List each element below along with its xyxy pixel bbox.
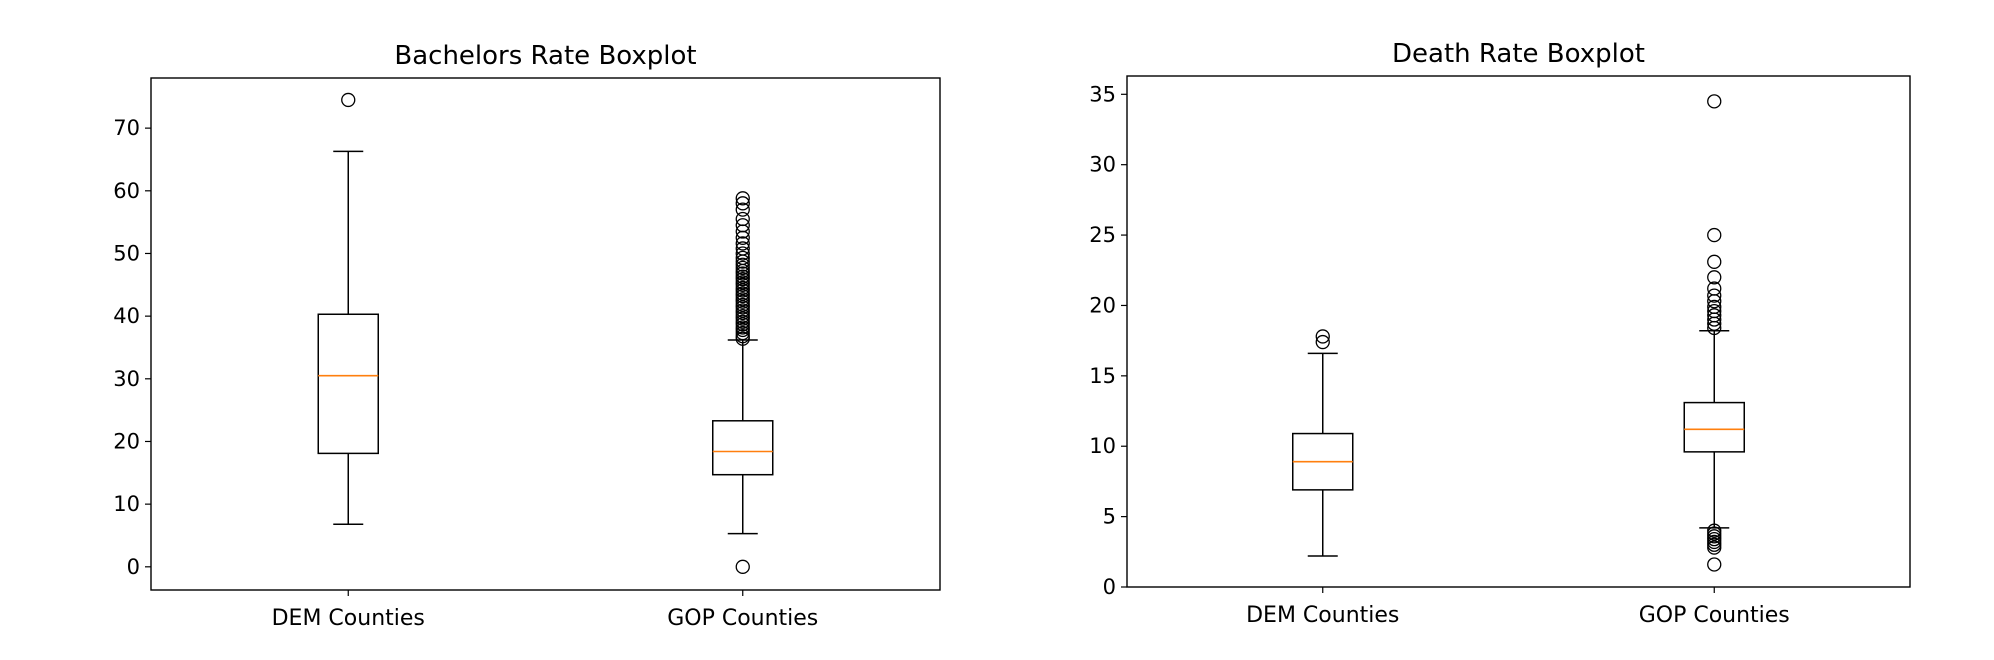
y-tick-label: 0 <box>127 555 140 579</box>
outlier-point <box>735 280 750 296</box>
y-tick-label: 0 <box>1103 575 1116 599</box>
outlier-point <box>735 211 750 227</box>
bachelors-rate-panel: Bachelors Rate Boxplot 0 10 20 30 40 50 60 70 DE… <box>113 41 941 631</box>
death-rate-panel: Death Rate Boxplot 0 5 10 15 20 25 30 35 DEM Cou… <box>1089 39 1911 628</box>
outlier-point <box>735 269 750 284</box>
outlier-point <box>1707 308 1722 323</box>
outlier-point <box>1707 288 1722 303</box>
outlier-point <box>735 260 750 276</box>
outlier-point <box>1707 294 1722 309</box>
outlier-point <box>735 241 750 256</box>
iqr-box <box>712 420 774 476</box>
chart-title: Death Rate Boxplot <box>1392 39 1645 69</box>
y-tick-label: 70 <box>113 116 140 140</box>
outlier-point <box>1707 227 1722 243</box>
outlier-point <box>735 275 750 290</box>
outlier-point <box>735 320 750 335</box>
outlier-point <box>1707 523 1722 538</box>
outlier-point <box>735 202 750 217</box>
axes-frame <box>150 77 941 591</box>
x-tick-label: GOP Counties <box>667 606 818 631</box>
outlier-point <box>735 218 750 233</box>
outlier-point <box>341 92 356 108</box>
box-group <box>1683 94 1745 572</box>
outlier-point <box>1315 334 1330 350</box>
y-tick-label: 35 <box>1089 82 1116 106</box>
y-tick-label: 25 <box>1089 223 1116 247</box>
outlier-point <box>735 314 750 329</box>
axes-frame <box>1126 75 1911 588</box>
box-group <box>1292 329 1354 557</box>
y-tick-label: 20 <box>1089 293 1116 317</box>
y-tick-label: 60 <box>113 179 140 203</box>
x-tick-label: GOP Counties <box>1639 603 1790 628</box>
outlier-point <box>735 325 750 341</box>
outlier-point <box>1707 254 1722 269</box>
outlier-point <box>735 292 750 307</box>
iqr-box <box>1683 401 1745 453</box>
y-tick-label: 40 <box>113 304 140 328</box>
chart-title: Bachelors Rate Boxplot <box>394 41 696 71</box>
outlier-point <box>735 297 750 313</box>
x-tick-label: DEM Counties <box>272 606 425 631</box>
outlier-point <box>1315 329 1330 344</box>
outlier-point <box>1707 270 1722 285</box>
outlier-point <box>735 196 750 211</box>
y-tick-label: 30 <box>1089 153 1116 177</box>
box-group <box>317 92 379 525</box>
outlier-point <box>735 329 750 344</box>
x-tick-label: DEM Counties <box>1246 603 1399 628</box>
outlier-point <box>1707 557 1722 572</box>
plot-area: 0 5 10 15 20 25 30 35 DEM Counties GOP Counties <box>1089 75 1911 628</box>
outlier-point <box>735 308 750 324</box>
outlier-point <box>735 303 750 318</box>
outlier-point <box>1707 303 1722 319</box>
y-tick-label: 20 <box>113 429 140 453</box>
y-tick-label: 50 <box>113 241 140 265</box>
iqr-box <box>317 313 379 455</box>
outlier-point <box>735 246 750 261</box>
box-group <box>712 191 774 574</box>
y-tick-label: 10 <box>113 492 140 516</box>
y-tick-label: 10 <box>1089 434 1116 458</box>
outlier-point <box>1707 94 1722 109</box>
outlier-point <box>735 191 750 206</box>
y-tick-label: 30 <box>113 367 140 391</box>
y-tick-label: 5 <box>1103 505 1116 529</box>
outlier-point <box>1707 299 1722 315</box>
outlier-point <box>1707 281 1722 296</box>
outlier-point <box>735 250 750 266</box>
outlier-point <box>735 286 750 301</box>
outlier-point <box>735 236 750 251</box>
outlier-point <box>735 257 750 272</box>
outlier-point <box>735 559 750 574</box>
y-tick-label: 15 <box>1089 364 1116 388</box>
plot-area: 0 10 20 30 40 50 60 70 DEM Counties GOP Counties <box>113 77 941 631</box>
